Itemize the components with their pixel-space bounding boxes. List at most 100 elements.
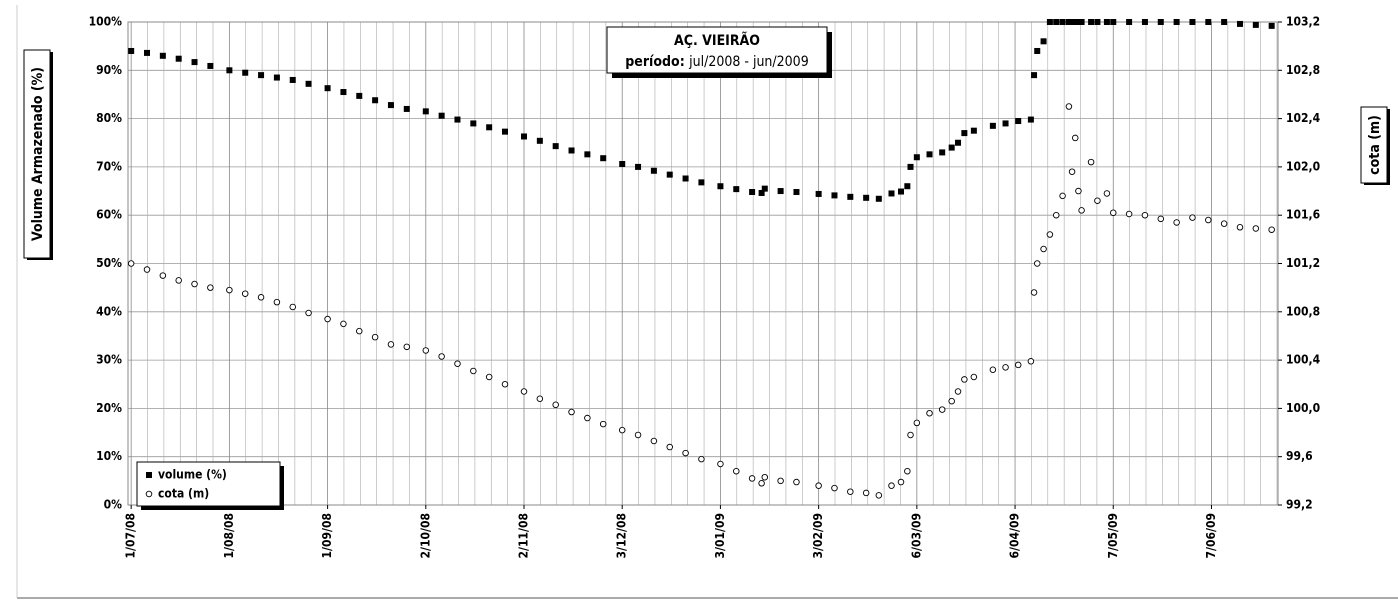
y-axis-label: Volume Armazenado (%) (30, 67, 46, 241)
y2-tick-label: 99,6 (1286, 449, 1313, 463)
y2-tick-label: 102,4 (1286, 111, 1321, 125)
point (536, 137, 543, 144)
point (454, 116, 461, 123)
point (749, 189, 756, 196)
point (387, 341, 395, 348)
y-tick-label: 70% (96, 159, 122, 173)
y-tick-label: 20% (96, 401, 122, 415)
point (191, 59, 198, 66)
y-tick-label: 90% (96, 63, 122, 77)
legend-label: cota (m) (158, 487, 209, 501)
y-tick-label: 80% (96, 111, 122, 125)
point (1252, 21, 1259, 28)
grid (128, 21, 1278, 506)
point (1014, 361, 1022, 369)
y2-tick-label: 102,0 (1286, 159, 1320, 173)
x-tick-label: 3/01/09 (713, 513, 727, 558)
y2-tick-label: 99,2 (1286, 498, 1313, 512)
point (913, 154, 920, 161)
point (1065, 103, 1073, 110)
point (793, 478, 800, 486)
point (438, 112, 445, 119)
x-tick-label: 7/06/09 (1204, 513, 1218, 558)
point (128, 47, 135, 54)
point (1040, 245, 1047, 253)
point (501, 381, 509, 388)
point (1103, 190, 1111, 197)
point (207, 284, 214, 291)
point (1088, 19, 1095, 25)
point (862, 489, 870, 497)
point (1046, 231, 1054, 238)
point (904, 467, 911, 475)
point (635, 163, 642, 170)
y2-axis-label: cota (m) (1367, 115, 1383, 175)
x-tick-label: 1/08/08 (222, 513, 236, 558)
y2-tick-label: 100,4 (1286, 353, 1321, 367)
point (584, 414, 591, 422)
point (1094, 197, 1101, 204)
point (520, 388, 528, 395)
subtitle-label: período: (625, 54, 684, 70)
point (1126, 19, 1133, 25)
point (454, 360, 461, 367)
point (913, 419, 921, 427)
point (1078, 19, 1085, 25)
point (888, 190, 895, 197)
point (1173, 19, 1180, 25)
point (1059, 19, 1066, 25)
point (422, 108, 429, 115)
point (1068, 168, 1076, 175)
point (1027, 358, 1035, 365)
x-tick-label: 2/10/08 (418, 513, 432, 558)
point (698, 179, 705, 186)
y-tick-label: 30% (96, 353, 122, 367)
point (1034, 47, 1041, 54)
point (1033, 260, 1041, 267)
point (273, 74, 280, 81)
point (1078, 207, 1085, 214)
point (372, 97, 379, 104)
point (1075, 187, 1082, 195)
point (761, 473, 769, 481)
point (568, 147, 575, 154)
legend: volume (%) cota (m) (145, 468, 227, 501)
marks (127, 19, 1275, 499)
point (666, 171, 673, 178)
y-tick-label: 60% (96, 208, 122, 222)
point (242, 69, 249, 76)
chart-title: AÇ. VIEIRÃO (674, 32, 760, 49)
point (1157, 215, 1165, 223)
point (191, 280, 198, 288)
point (831, 192, 838, 199)
point (1221, 19, 1228, 25)
point (1030, 289, 1038, 296)
y-tick-label: 40% (96, 304, 122, 318)
point (1075, 19, 1082, 25)
point (717, 183, 724, 190)
point (1125, 210, 1133, 218)
point (634, 431, 642, 439)
point (1205, 216, 1212, 224)
point (907, 431, 914, 439)
point (536, 395, 544, 402)
point (717, 460, 724, 468)
point (1205, 19, 1212, 25)
point (145, 490, 153, 498)
point (989, 366, 997, 374)
point (1141, 19, 1148, 25)
point (926, 151, 933, 158)
point (600, 155, 607, 162)
point (356, 92, 363, 99)
point (485, 373, 493, 381)
point (340, 89, 347, 96)
point (666, 443, 673, 451)
point (777, 188, 784, 195)
point (1002, 120, 1009, 127)
point (146, 472, 152, 478)
point (1236, 224, 1244, 231)
point (758, 189, 765, 196)
point (618, 426, 626, 434)
point (1220, 220, 1228, 227)
point (1252, 225, 1260, 232)
